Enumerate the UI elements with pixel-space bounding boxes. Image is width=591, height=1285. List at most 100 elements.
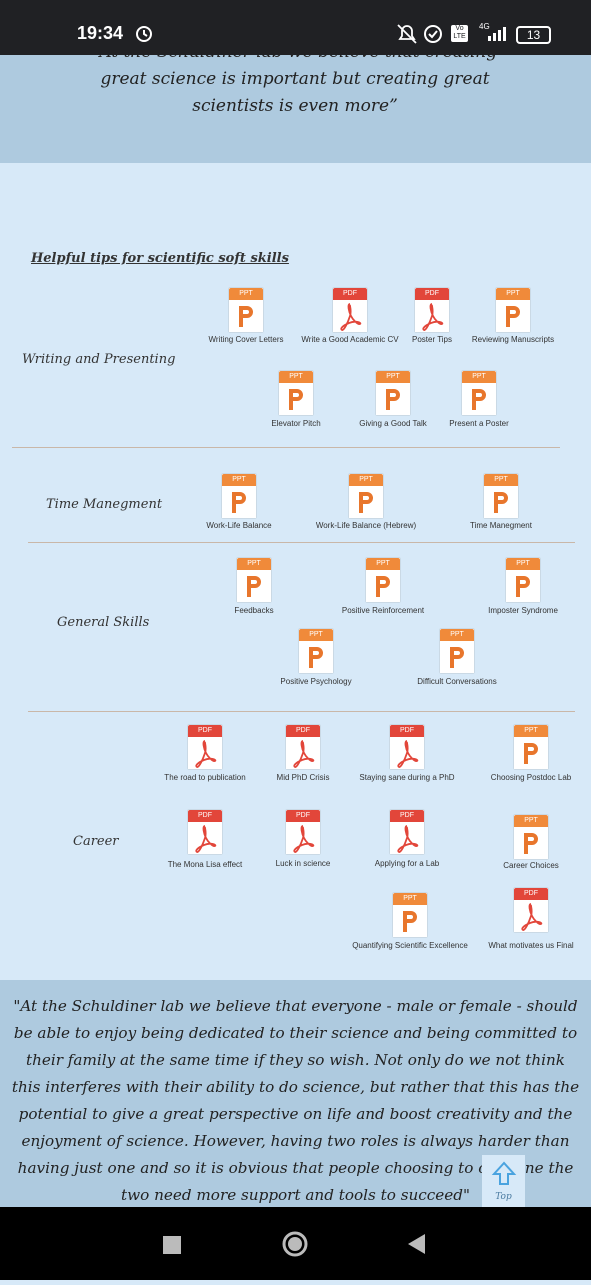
separator	[28, 711, 575, 712]
recents-button[interactable]	[163, 1236, 181, 1254]
ppt-icon[interactable]: PPT	[462, 371, 496, 415]
file-type: PDF	[286, 810, 320, 822]
file-label[interactable]: Elevator Pitch	[271, 419, 321, 428]
file-label[interactable]: Quantifying Scientific Excellence	[352, 941, 468, 950]
battery-level: 13	[526, 28, 541, 42]
file-label[interactable]: The road to publication	[164, 773, 246, 782]
section-title: Time Manegment	[46, 497, 163, 512]
file-label[interactable]: Write a Good Academic CV	[301, 335, 399, 344]
status-icons	[397, 24, 442, 44]
file-type: PPT	[222, 474, 256, 486]
separator	[12, 447, 560, 448]
file-type: PDF	[333, 288, 367, 300]
file-type: PPT	[484, 474, 518, 486]
file-type: PPT	[229, 288, 263, 300]
file-label[interactable]: What motivates us Final	[488, 941, 574, 950]
nav-bar	[0, 1207, 591, 1280]
top-button[interactable]: Top	[482, 1155, 525, 1207]
ppt-icon[interactable]: PPT	[237, 558, 271, 602]
alarm-icon	[136, 26, 152, 42]
file-type: PDF	[390, 725, 424, 737]
file-type: PDF	[390, 810, 424, 822]
top-quote: “At the Schuldiner lab we believe that c…	[93, 55, 497, 116]
file-label[interactable]: Staying sane during a PhD	[359, 773, 455, 782]
file-label[interactable]: Work-Life Balance (Hebrew)	[315, 521, 417, 530]
volte-icon: Vo LTE	[451, 25, 468, 42]
ppt-icon[interactable]: PPT	[506, 558, 540, 602]
file-label[interactable]: Reviewing Manuscripts	[471, 335, 555, 344]
pdf-icon[interactable]: PDF	[415, 288, 449, 332]
file-type: PDF	[286, 725, 320, 737]
file-type: PPT	[496, 288, 530, 300]
top-label: Top	[495, 1192, 512, 1202]
file-type: PDF	[514, 888, 548, 900]
file-type: PPT	[440, 629, 474, 641]
top-quote-band: “At the Schuldiner lab we believe that c…	[0, 55, 591, 163]
section-title: Career	[73, 834, 119, 849]
file-label[interactable]: Positive Psychology	[280, 677, 352, 686]
file-label[interactable]: Time Manegment	[470, 521, 532, 530]
ppt-icon[interactable]: PPT	[376, 371, 410, 415]
ppt-icon[interactable]: PPT	[349, 474, 383, 518]
file-label[interactable]: Present a Poster	[449, 419, 509, 428]
file-type: PPT	[514, 725, 548, 737]
pdf-icon[interactable]: PDF	[188, 810, 222, 854]
file-label[interactable]: Choosing Postdoc Lab	[490, 773, 572, 782]
file-label[interactable]: Luck in science	[275, 859, 331, 868]
file-type: PPT	[366, 558, 400, 570]
nav-buttons	[163, 1231, 425, 1257]
volte-top: Vo	[455, 25, 464, 32]
signal-icon	[488, 27, 506, 41]
ppt-icon[interactable]: PPT	[496, 288, 530, 332]
ppt-icon[interactable]: PPT	[279, 371, 313, 415]
file-type: PPT	[279, 371, 313, 383]
file-label[interactable]: Work-Life Balance	[206, 521, 272, 530]
pdf-icon[interactable]: PDF	[390, 725, 424, 769]
ppt-icon[interactable]: PPT	[299, 629, 333, 673]
heading[interactable]: Helpful tips for scientific soft skills	[31, 251, 289, 266]
pdf-icon[interactable]: PDF	[188, 725, 222, 769]
ppt-icon[interactable]: PPT	[229, 288, 263, 332]
file-label[interactable]: Applying for a Lab	[374, 859, 440, 868]
file-type: PPT	[393, 893, 427, 905]
file-type: PDF	[415, 288, 449, 300]
ppt-icon[interactable]: PPT	[393, 893, 427, 937]
file-label[interactable]: Imposter Syndrome	[488, 606, 558, 615]
volte-bottom: LTE	[453, 33, 466, 40]
up-arrow	[491, 1161, 516, 1185]
ppt-icon[interactable]: PPT	[366, 558, 400, 602]
file-label[interactable]: Positive Reinforcement	[341, 606, 425, 615]
file-label[interactable]: Giving a Good Talk	[359, 419, 427, 428]
back-button[interactable]	[408, 1234, 425, 1254]
file-type: PPT	[237, 558, 271, 570]
pdf-icon[interactable]: PDF	[514, 888, 548, 932]
file-label[interactable]: Difficult Conversations	[417, 677, 497, 686]
file-label[interactable]: Mid PhD Crisis	[276, 773, 330, 782]
file-label[interactable]: Career Choices	[503, 861, 559, 870]
pdf-icon[interactable]: PDF	[286, 810, 320, 854]
ppt-icon[interactable]: PPT	[484, 474, 518, 518]
ppt-icon[interactable]: PPT	[514, 815, 548, 859]
section-title: Writing and Presenting	[22, 352, 176, 367]
file-label[interactable]: The Mona Lisa effect	[167, 860, 243, 869]
file-label[interactable]: Poster Tips	[411, 335, 453, 344]
file-type: PDF	[188, 810, 222, 822]
ppt-icon[interactable]: PPT	[514, 725, 548, 769]
status-bar: 19:34 Vo LTE 4G 13	[0, 0, 591, 55]
file-type: PPT	[299, 629, 333, 641]
network-type: 4G	[479, 22, 490, 31]
ppt-icon[interactable]: PPT	[222, 474, 256, 518]
bottom-quote: "At the Schuldiner lab we believe that e…	[11, 997, 580, 1204]
file-label[interactable]: Feedbacks	[234, 606, 274, 615]
pdf-icon[interactable]: PDF	[333, 288, 367, 332]
section-title: General Skills	[57, 615, 150, 630]
home-button[interactable]	[282, 1231, 308, 1257]
file-label[interactable]: Writing Cover Letters	[208, 335, 284, 344]
ppt-icon[interactable]: PPT	[440, 629, 474, 673]
file-type: PDF	[188, 725, 222, 737]
file-type: PPT	[506, 558, 540, 570]
pdf-icon[interactable]: PDF	[286, 725, 320, 769]
clock: 19:34	[77, 23, 124, 43]
pdf-icon[interactable]: PDF	[390, 810, 424, 854]
